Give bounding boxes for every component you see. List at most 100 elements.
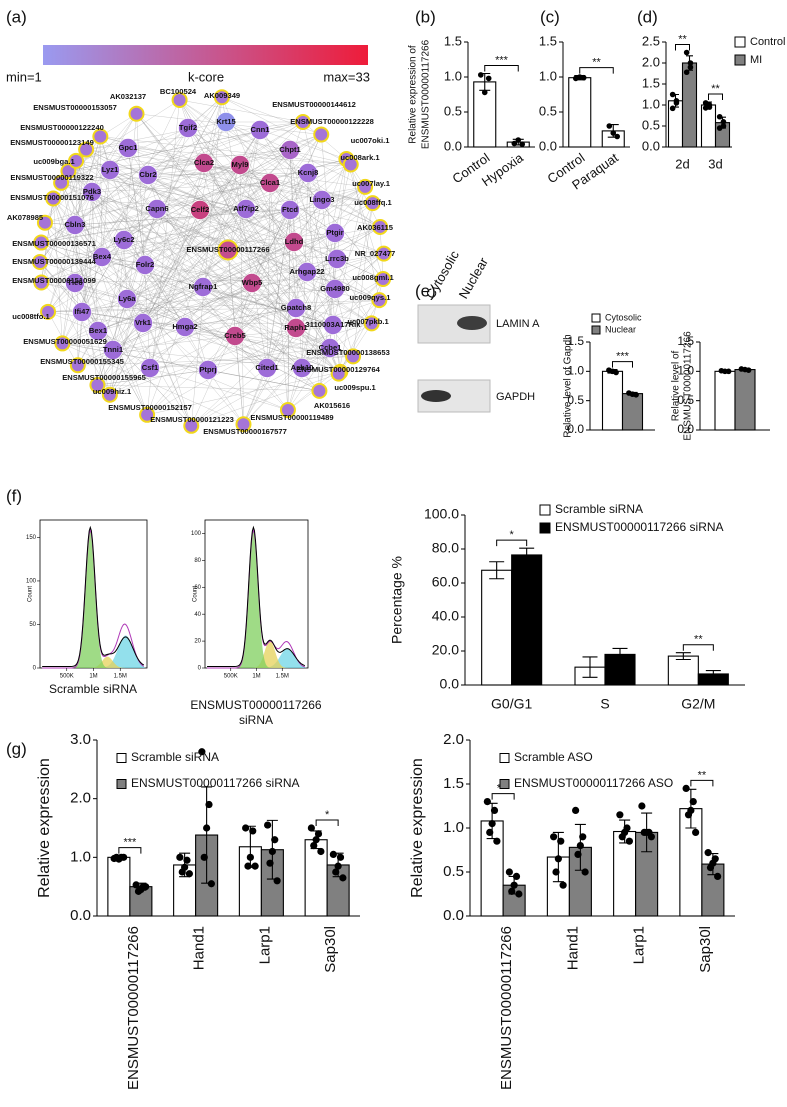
panel-label: (b) (415, 7, 436, 26)
y-tick-label: 80 (194, 558, 201, 564)
network-node (133, 313, 153, 333)
y-tick-label: 0.0 (567, 422, 584, 436)
data-point (702, 105, 709, 111)
network-node (89, 377, 106, 394)
x-axis-label: ENSMUST00000117266 (190, 698, 322, 712)
edge (221, 97, 339, 374)
node-label: uc009qys.1 (350, 293, 392, 302)
data-point (205, 800, 213, 809)
data-point (268, 847, 276, 856)
edge (191, 97, 223, 426)
edge (41, 242, 334, 326)
edge (112, 208, 158, 351)
colorbar-title: k-core (188, 69, 224, 84)
edge (41, 242, 334, 326)
edge (39, 209, 291, 263)
edge (179, 99, 304, 123)
x-tick-label: 3d (708, 156, 722, 171)
significance-label: *** (123, 836, 137, 848)
network-node (32, 254, 48, 270)
edge (97, 186, 366, 386)
y-tick-label: 100 (191, 531, 202, 537)
network-node (242, 273, 262, 293)
network-node (193, 277, 213, 297)
edge (112, 249, 229, 351)
edge (156, 208, 320, 392)
network-node (230, 155, 250, 175)
data-point (251, 862, 259, 870)
edge (47, 191, 93, 312)
y-tick-label: 0.0 (444, 138, 462, 153)
network-node (54, 335, 71, 352)
y-tick-label: 2.0 (70, 790, 91, 807)
blot-column-label: Nuclear (456, 254, 492, 301)
edge (202, 164, 241, 288)
edge (203, 162, 380, 301)
edge (52, 198, 63, 344)
node-label: AK078985 (7, 213, 44, 222)
y-tick-label: 50 (29, 622, 36, 628)
node-label: ENSMUST00000144612 (272, 100, 356, 109)
significance-bracket (708, 93, 723, 101)
edge (202, 186, 366, 288)
network-node (297, 262, 317, 282)
data-point (669, 91, 676, 98)
edge (62, 208, 247, 344)
network-node (320, 338, 340, 358)
edge (68, 170, 125, 241)
data-point (683, 69, 690, 76)
edge (306, 271, 334, 326)
network-node (311, 382, 328, 399)
data-point (574, 850, 582, 859)
network-node (118, 138, 138, 158)
panel-label: (a) (6, 7, 27, 26)
edge (149, 356, 354, 369)
data-point (716, 113, 723, 120)
network-node (140, 358, 160, 378)
edge (109, 162, 205, 171)
significance-label: * (325, 809, 330, 821)
edge (91, 182, 271, 193)
bar (511, 554, 543, 686)
node-label: Clca1 (260, 178, 281, 187)
histogram-outline (42, 525, 145, 668)
data-point (488, 820, 496, 828)
edge (142, 208, 247, 324)
panel-label: (e) (415, 281, 436, 300)
network-node (250, 120, 270, 140)
data-point (486, 828, 494, 837)
edge (74, 97, 223, 226)
network-node (36, 214, 53, 231)
edge (68, 170, 247, 210)
edge (77, 97, 223, 366)
edge (44, 113, 137, 223)
y-tick-label: 1.0 (70, 848, 91, 865)
edge (251, 209, 291, 284)
y-tick-label: 60 (194, 585, 201, 591)
data-point (557, 837, 565, 845)
edge (147, 174, 381, 228)
edge (199, 209, 339, 374)
legend-label: Nuclear (605, 324, 636, 334)
node-label: BC100524 (160, 87, 197, 96)
significance-bracket (675, 44, 690, 51)
legend-label: Cytosolic (605, 312, 642, 322)
y-tick-label: 1.0 (539, 68, 557, 83)
legend-swatch (499, 753, 510, 763)
edge (100, 136, 192, 426)
data-point (271, 836, 279, 844)
edge (53, 198, 320, 392)
network-node (92, 247, 112, 267)
edge (187, 127, 336, 290)
node-label: Cited1 (255, 363, 279, 372)
y-tick-label: 1.0 (642, 96, 660, 111)
edge (62, 226, 381, 344)
edge (101, 169, 111, 258)
network-node (325, 279, 345, 299)
edge (239, 164, 308, 273)
edge (97, 369, 209, 386)
edge (97, 369, 209, 386)
data-point (132, 881, 140, 889)
y-tick-label: 20 (194, 639, 201, 645)
edge (81, 169, 111, 313)
